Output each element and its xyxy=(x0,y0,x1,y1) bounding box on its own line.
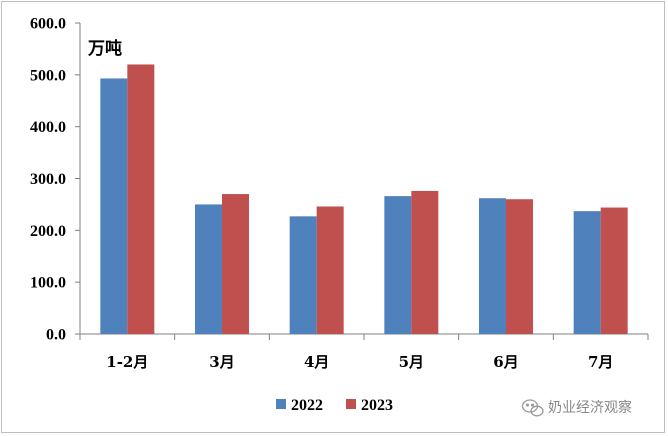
legend-swatch-2022 xyxy=(276,399,286,409)
bar-2022-6月 xyxy=(479,198,506,334)
y-tick-label: 100.0 xyxy=(30,275,66,292)
y-axis-unit-label: 万吨 xyxy=(87,38,122,59)
axes xyxy=(75,22,649,340)
x-category-label: 1-2月 xyxy=(106,353,148,371)
watermark-text: 奶业经济观察 xyxy=(548,399,632,416)
bar-2023-4月 xyxy=(316,206,344,334)
bars xyxy=(100,64,628,334)
watermark: 奶业经济观察 xyxy=(521,399,632,417)
wechat-icon xyxy=(521,399,544,417)
legend-swatch-2023 xyxy=(346,399,356,409)
x-category-labels: 1-2月 3月 4月 5月 6月 7月 xyxy=(106,353,613,371)
y-tick-label: 200.0 xyxy=(30,223,66,240)
legend-label-2022: 2022 xyxy=(291,397,323,414)
bar-2023-7月 xyxy=(600,207,628,334)
bar-2023-1-2月 xyxy=(127,64,155,334)
y-tick-label: 400.0 xyxy=(30,119,66,136)
x-category-label: 6月 xyxy=(493,353,518,371)
x-category-label: 7月 xyxy=(588,353,613,371)
x-category-label: 4月 xyxy=(304,353,329,371)
y-tick-labels: 0.0 100.0 200.0 300.0 400.0 500.0 600.0 xyxy=(30,16,66,344)
bar-2023-6月 xyxy=(506,199,533,334)
bar-2022-1-2月 xyxy=(100,78,128,334)
legend: 2022 2023 xyxy=(276,397,393,414)
y-tick-label: 500.0 xyxy=(30,67,66,84)
y-tick-label: 300.0 xyxy=(30,171,66,188)
bar-2022-3月 xyxy=(195,204,222,334)
bar-2023-3月 xyxy=(222,194,249,334)
x-category-label: 3月 xyxy=(209,353,234,371)
x-category-label: 5月 xyxy=(399,353,424,371)
y-tick-label: 0.0 xyxy=(46,327,66,344)
y-tick-label: 600.0 xyxy=(30,16,66,33)
legend-label-2023: 2023 xyxy=(361,397,393,414)
bar-2022-4月 xyxy=(289,216,317,334)
bar-2023-5月 xyxy=(411,190,439,334)
bar-2022-7月 xyxy=(573,211,601,334)
bar-2022-5月 xyxy=(384,196,412,334)
